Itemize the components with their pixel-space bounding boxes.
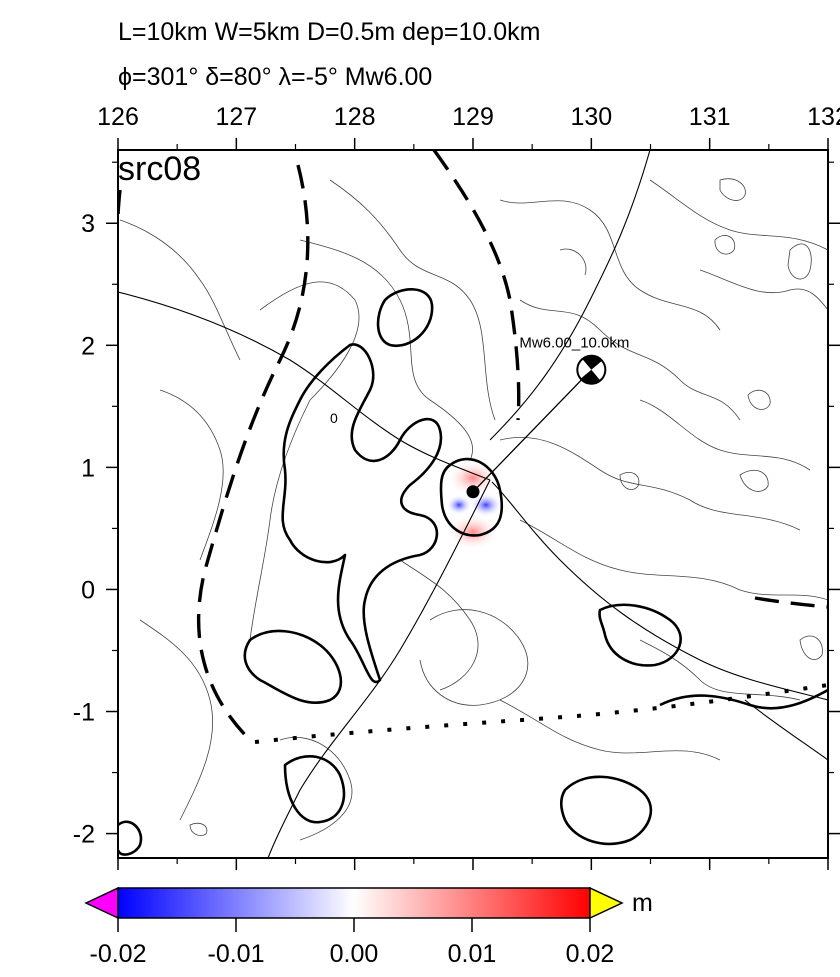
contour-line — [499, 699, 721, 761]
displacement-field — [446, 460, 502, 550]
contour-line — [619, 471, 640, 490]
trench-lines — [118, 150, 828, 742]
longitude-axis: 126 127 128 129 130 131 132 — [97, 103, 840, 870]
colorbar-tick-label: 0.01 — [448, 940, 497, 968]
contour-line — [249, 281, 360, 641]
bathymetry-contours — [119, 178, 828, 841]
colorbar-over-triangle — [589, 886, 624, 920]
x-tick-label: 130 — [570, 103, 612, 131]
zero-contour — [243, 629, 343, 705]
subsidence-lobe-west — [446, 495, 472, 515]
contour-line — [139, 619, 214, 821]
colorbar-under-triangle — [84, 886, 119, 920]
contour-line — [559, 248, 587, 276]
colorbar: m -0.02 -0.01 0.00 0.01 0.02 — [84, 886, 653, 968]
fault-line-northwest — [118, 291, 491, 481]
contour-line — [119, 219, 241, 361]
contour-line — [719, 178, 746, 201]
contour-line — [329, 179, 496, 421]
colorbar-tick-label: -0.02 — [90, 940, 147, 968]
y-tick-label: 0 — [81, 576, 95, 604]
contour-line — [399, 559, 479, 691]
x-tick-label: 126 — [97, 103, 139, 131]
contour-line — [519, 519, 828, 601]
beachball-quadrant — [580, 369, 601, 384]
parameter-line-geometry: L=10km W=5km D=0.5m dep=10.0km — [118, 18, 541, 46]
trench-west — [196, 164, 310, 742]
y-tick-label: 1 — [81, 454, 95, 482]
zero-contour — [283, 755, 346, 824]
colorbar-tick-label: 0.02 — [566, 940, 615, 968]
source-point — [466, 485, 480, 499]
x-tick-label: 127 — [215, 103, 257, 131]
panel-label: src08 — [118, 150, 201, 188]
beachball-quadrant — [582, 355, 603, 370]
fault-line-northeast — [489, 150, 651, 441]
contour-line — [279, 737, 353, 841]
contour-line — [699, 269, 828, 311]
fault-line-southeast — [491, 481, 828, 701]
subsidence-lobe-east — [470, 493, 502, 517]
fault-line-southwest — [267, 479, 491, 858]
colorbar-tick-label: 0.00 — [330, 940, 379, 968]
x-tick-label: 131 — [689, 103, 731, 131]
map-area: 0 Mw6.00_10.0km — [118, 150, 828, 858]
zero-contours — [118, 288, 828, 856]
focal-mechanism-beachball — [576, 354, 607, 385]
contour-line — [639, 399, 811, 471]
contour-line — [499, 199, 721, 331]
mechanism-label: Mw6.00_10.0km — [519, 335, 629, 352]
colorbar-gradient — [117, 887, 591, 919]
trench-east — [754, 596, 828, 609]
colorbar-unit: m — [632, 889, 653, 917]
colorbar-ticks: -0.02 -0.01 0.00 0.01 0.02 — [90, 918, 615, 968]
y-tick-label: -1 — [73, 699, 95, 727]
fault-lines — [118, 150, 828, 858]
contour-line — [799, 635, 823, 660]
contour-line — [649, 179, 828, 251]
x-tick-label: 129 — [452, 103, 494, 131]
contour-line — [189, 822, 208, 836]
contour-line — [519, 299, 741, 421]
parameter-line-mechanism: ϕ=301° δ=80° λ=-5° Mw6.00 — [118, 63, 433, 91]
zero-contour — [118, 820, 143, 856]
contour-line — [499, 436, 801, 531]
x-tick-label: 128 — [334, 103, 376, 131]
contour-line — [419, 609, 529, 706]
contour-label: 0 — [330, 410, 338, 426]
contour-line — [714, 235, 736, 255]
zero-contour — [559, 775, 653, 846]
trench-central — [432, 150, 521, 421]
mechanism-connector-line — [472, 369, 592, 493]
fault-line-east — [744, 699, 828, 761]
latitude-axis: 3 2 1 0 -1 -2 — [73, 161, 840, 849]
uplift-lobe-south — [447, 514, 499, 550]
contour-line — [739, 469, 769, 492]
y-tick-label: 3 — [81, 210, 95, 238]
zero-contour — [598, 603, 682, 667]
y-tick-label: -2 — [73, 821, 95, 849]
zero-contour — [659, 688, 828, 710]
contour-line — [747, 389, 771, 410]
zero-contour — [281, 343, 443, 684]
x-tick-label: 132 — [807, 103, 840, 131]
zero-contour — [439, 457, 504, 537]
zero-contour — [376, 288, 434, 348]
colorbar-tick-label: -0.01 — [208, 940, 265, 968]
contour-line — [299, 239, 473, 461]
contour-line — [787, 243, 812, 280]
y-tick-label: 2 — [81, 332, 95, 360]
contour-line — [159, 389, 224, 561]
